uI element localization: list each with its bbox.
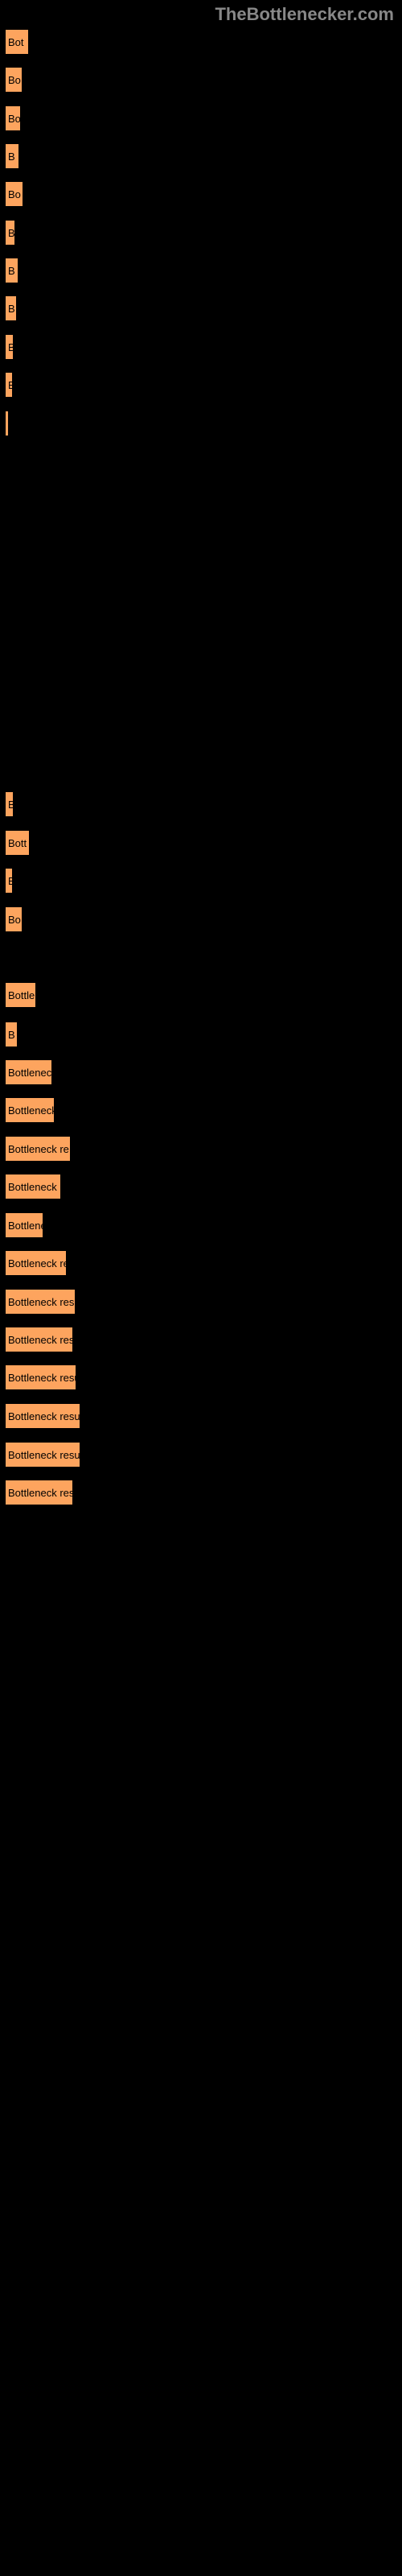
bar-row: Bo (4, 103, 22, 134)
bar-label: B (8, 1029, 15, 1041)
bar-label: B (8, 151, 15, 163)
bar-label: Bottleneck resu (8, 1296, 76, 1308)
bar: Bottle (4, 981, 37, 1009)
bar-label: B (8, 799, 14, 811)
bar-row: Bottleneck (4, 1057, 53, 1088)
bar-label: Bott (8, 837, 27, 849)
bar-row: Bottleneck result (4, 1439, 81, 1470)
bar: Bottleneck resu (4, 1402, 81, 1430)
bar: Bo (4, 906, 23, 933)
bar: B (4, 867, 14, 894)
bar-row: Bottleneck re (4, 1248, 68, 1278)
bar-label: Bottleneck (8, 1104, 55, 1117)
bar-label: Bottleneck (8, 1067, 53, 1079)
bar-row: B (4, 1019, 18, 1050)
bar-row: B (4, 789, 14, 819)
bar-row: Bottleneck res (4, 1477, 74, 1508)
bar: Bottleneck resu (4, 1288, 76, 1315)
bar-row: Bottleneck (4, 1095, 55, 1125)
bar-row: B (4, 217, 16, 248)
bar-label: Bottle (8, 989, 35, 1001)
bar-row: B (4, 293, 18, 324)
bar: Bo (4, 105, 22, 132)
bar-row (4, 408, 10, 439)
bar-row: Bottleneck resu (4, 1362, 77, 1393)
bar: Bottleneck re (4, 1249, 68, 1277)
bar-label: Bottleneck re (8, 1257, 68, 1269)
bar: Bottleneck re (4, 1135, 72, 1162)
bar-row: Bo (4, 179, 24, 209)
bar: Bottleneck result (4, 1441, 81, 1468)
bar-chart: Bot Bo Bo B Bo B B B B B B Bott B Bo Bottle B Bottleneck… (0, 0, 402, 2576)
bar-label: Bottleneck result (8, 1449, 81, 1461)
bar-row: Bo (4, 904, 23, 935)
bar-label: B (8, 265, 15, 277)
bar-label: Bottleneck res (8, 1334, 74, 1346)
bar: Bottleneck resu (4, 1364, 77, 1391)
bar-label: B (8, 341, 14, 353)
bar: Bo (4, 66, 23, 93)
bar: Bottleneck res (4, 1479, 74, 1506)
bar (4, 410, 10, 437)
bar-row: Bottleneck resu (4, 1401, 81, 1431)
bar: B (4, 142, 20, 170)
bar: B (4, 1021, 18, 1048)
bar-row: Bottleneck resu (4, 1286, 76, 1317)
bar-label: B (8, 875, 14, 887)
bar-label: Bottleneck re (8, 1143, 69, 1155)
bar: B (4, 219, 16, 246)
bar: Bot (4, 28, 30, 56)
bar-row: Bottle (4, 980, 37, 1010)
bar-row: B (4, 369, 14, 400)
bar-row: B (4, 865, 14, 896)
bar-label: Bo (8, 113, 21, 125)
bar-row: B (4, 255, 19, 286)
bar-label: Bottleneck resu (8, 1372, 77, 1384)
bar: B (4, 257, 19, 284)
bar-label: Bo (8, 914, 21, 926)
bar-row: Bottleneck res (4, 1324, 74, 1355)
bar-row: B (4, 332, 14, 362)
bar: B (4, 371, 14, 398)
bar: Bott (4, 829, 31, 857)
bar: Bottleneck res (4, 1326, 74, 1353)
bar-label: B (8, 303, 15, 315)
bar: Bottleneck (4, 1173, 62, 1200)
bar: Bottleneck (4, 1059, 53, 1086)
bar: B (4, 333, 14, 361)
bar-label: B (8, 379, 14, 391)
bar-label: Bottleneck resu (8, 1410, 80, 1422)
bar: B (4, 295, 18, 322)
bar-row: Bottlene (4, 1210, 44, 1241)
bar: Bottlene (4, 1212, 44, 1239)
bar-label: B (8, 227, 15, 239)
bar-row: Bot (4, 27, 30, 57)
bar-label: Bottleneck res (8, 1487, 74, 1499)
bar-label: Bo (8, 188, 21, 200)
bar-label: Bot (8, 36, 24, 48)
bar-label: Bo (8, 74, 21, 86)
bar-label: Bottleneck (8, 1181, 57, 1193)
bar-row: Bottleneck re (4, 1133, 72, 1164)
bar-row: Bott (4, 828, 31, 858)
bar: Bo (4, 180, 24, 208)
bar-row: Bo (4, 64, 23, 95)
bar: B (4, 791, 14, 818)
bar-row: B (4, 141, 20, 171)
bar-row: Bottleneck (4, 1171, 62, 1202)
bar: Bottleneck (4, 1096, 55, 1124)
bar-label: Bottlene (8, 1220, 44, 1232)
